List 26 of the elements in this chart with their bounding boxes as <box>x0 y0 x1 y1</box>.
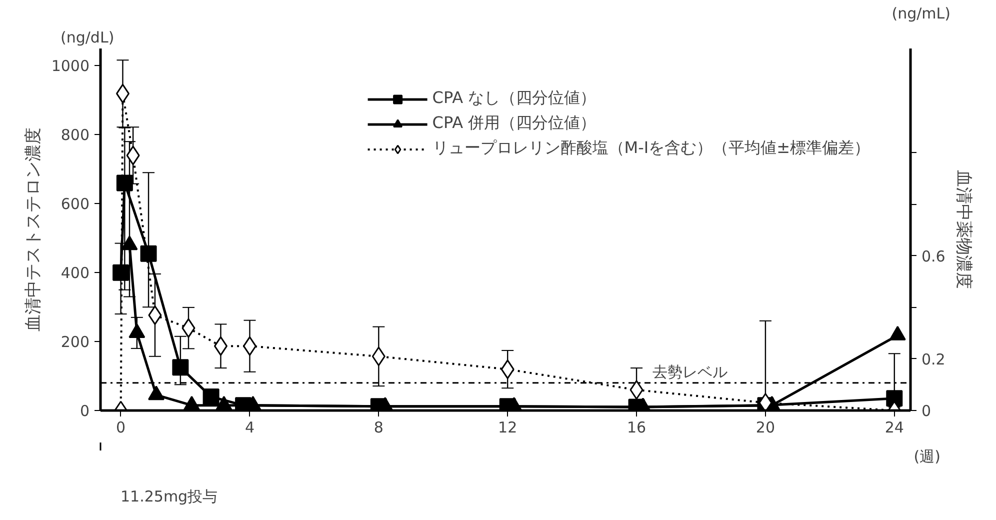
y-tick-label: 0 <box>80 402 90 420</box>
legend-label: CPA なし（四分位値） <box>432 88 596 109</box>
y-axis-title: 血清中テストステロン濃度 <box>23 128 44 332</box>
y2-tick-label: 0.2 <box>922 350 946 368</box>
y-tick-label: 800 <box>60 126 90 144</box>
x-tick-label: 0 <box>116 418 126 436</box>
legend-label: リュープロレリン酢酸塩（M-Iを含む）（平均値±標準偏差） <box>432 138 870 159</box>
x-tick-label: 24 <box>884 418 904 436</box>
y2-tick-label: 0.6 <box>922 247 946 266</box>
text: 11.25mg投与 <box>120 488 218 506</box>
legend-label: CPA 併用（四分位値） <box>432 113 596 134</box>
text: (ng/mL) <box>892 4 951 22</box>
ref-line-label: 去勢レベル <box>652 362 728 381</box>
y-tick-label: 200 <box>60 333 90 352</box>
x-tick-label: 8 <box>374 418 384 436</box>
text: (週) <box>914 448 941 466</box>
x-tick-label: 20 <box>756 418 776 436</box>
y2-axis-title: 血清中薬物濃度 <box>953 170 974 289</box>
y-tick-label: 600 <box>60 195 90 214</box>
y-tick-label: 1000 <box>51 57 90 76</box>
y-tick-label: 400 <box>60 264 90 282</box>
text: (ng/dL) <box>60 28 114 46</box>
x-tick-label: 16 <box>626 418 646 436</box>
y2-tick-label: 0 <box>922 402 932 420</box>
x-tick-label: 12 <box>498 418 518 436</box>
x-tick-label: 4 <box>244 418 255 436</box>
